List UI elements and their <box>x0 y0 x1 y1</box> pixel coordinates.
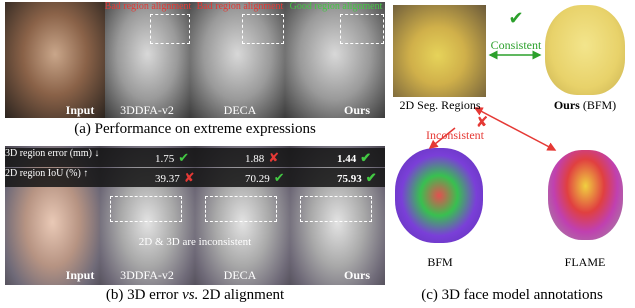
ours-label-rest: (BFM) <box>580 98 616 112</box>
ours-label: Ours (BFM) <box>554 98 616 113</box>
ours-label-bold: Ours <box>554 98 580 112</box>
consistent-label: Consistent <box>491 38 542 53</box>
figure: Bad region alignment Bad region alignmen… <box>0 0 635 308</box>
inconsistent-label: Inconsistent <box>426 128 484 143</box>
seg-label: 2D Seg. Regions <box>400 98 481 113</box>
check-mark: ✔ <box>508 8 523 29</box>
caption: (c) 3D face model annotations <box>421 287 603 304</box>
bfm-label: BFM <box>427 255 452 270</box>
flame-label: FLAME <box>565 255 606 270</box>
